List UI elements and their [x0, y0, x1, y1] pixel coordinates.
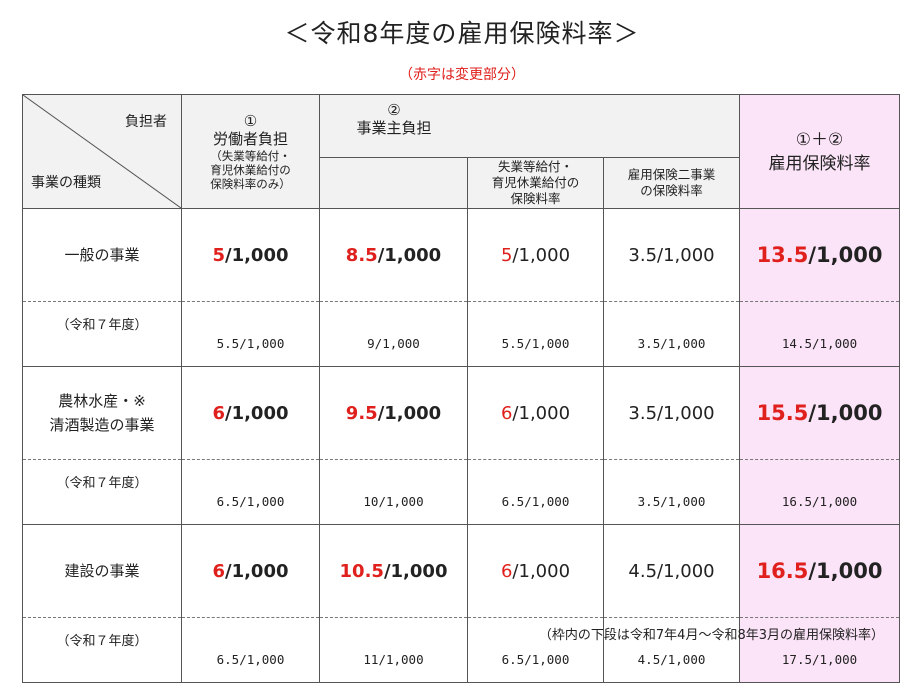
employer-sub2-line-2: の保険料率 — [640, 183, 703, 198]
employer-sub1-rate: 6/1,000 — [467, 366, 604, 460]
business-type-line-1: 建設の事業 — [64, 562, 140, 580]
changed-value: 16.5 — [756, 559, 809, 583]
page-title: ＜令和8年度の雇用保険料率＞ — [284, 19, 640, 48]
header-employer-blank — [319, 157, 468, 209]
business-type-line-2: 清酒製造の事業 — [49, 416, 155, 434]
worker-rate: 5/1,000 — [181, 208, 320, 302]
previous-total-rate: 16.5/1,000 — [739, 459, 901, 525]
value-rest: /1,000 — [512, 244, 571, 266]
value-rest: /1,000 — [225, 402, 289, 424]
previous-worker-rate: 6.5/1,000 — [181, 617, 320, 683]
value-rest: /1,000 — [808, 559, 883, 583]
employer-number: ② — [387, 101, 401, 119]
employer-rate: 8.5/1,000 — [319, 208, 468, 302]
value-rest: /1,000 — [808, 243, 883, 267]
changed-value: 15.5 — [756, 401, 809, 425]
footnote: （枠内の下段は令和7年4月～令和8年3月の雇用保険料率） — [538, 628, 884, 643]
employer-sub1-rate: 5/1,000 — [467, 208, 604, 302]
previous-year-label: （令和７年度） — [22, 617, 182, 683]
changed-value: 5 — [500, 244, 513, 266]
previous-year-label: （令和７年度） — [22, 301, 182, 367]
previous-total-rate: 14.5/1,000 — [739, 301, 901, 367]
previous-sub1-rate: 6.5/1,000 — [467, 459, 604, 525]
insurance-rate-table: 負担者 事業の種類 ① 労働者負担 （失業等給付・ 育児休業給付の 保険料率のみ… — [22, 94, 901, 683]
page-subtitle: （赤字は変更部分） — [399, 67, 525, 83]
total-rate: 15.5/1,000 — [739, 366, 901, 460]
table-row: 建設の事業 6/1,000 10.5/1,000 6/1,000 4.5/1,0… — [22, 524, 901, 618]
previous-employer-rate: 11/1,000 — [319, 617, 468, 683]
changed-value: 6 — [212, 402, 225, 424]
employer-sub2-rate: 4.5/1,000 — [602, 524, 741, 618]
employer-rate: 9.5/1,000 — [319, 366, 468, 460]
value-rest: /1,000 — [225, 560, 289, 582]
header-corner-cell: 負担者 事業の種類 — [22, 94, 182, 209]
changed-value: 10.5 — [339, 560, 384, 582]
previous-worker-rate: 5.5/1,000 — [181, 301, 320, 367]
changed-value: 6 — [212, 560, 225, 582]
total-label: 雇用保険料率 — [768, 153, 871, 174]
business-type: 一般の事業 — [22, 208, 182, 302]
table-row-previous: （令和７年度） 5.5/1,000 9/1,000 5.5/1,000 3.5/… — [22, 301, 901, 367]
changed-value: 5 — [212, 244, 225, 266]
previous-sub1-rate: 5.5/1,000 — [467, 301, 604, 367]
value-rest: /1,000 — [377, 402, 442, 424]
previous-sub2-rate: 3.5/1,000 — [602, 301, 741, 367]
value-rest: /1,000 — [377, 244, 442, 266]
header-business-type-label: 事業の種類 — [31, 175, 101, 191]
employer-sub1-line-1: 失業等給付・ — [497, 159, 573, 174]
value-rest: /1,000 — [225, 244, 289, 266]
previous-year-label: （令和７年度） — [22, 459, 182, 525]
header-employer: ② 事業主負担 — [318, 94, 741, 158]
total-rate: 13.5/1,000 — [739, 208, 901, 302]
worker-number: ① — [243, 112, 258, 130]
employer-sub1-line-2: 育児休業給付の — [491, 175, 580, 190]
header-employer-sub2: 雇用保険二事業 の保険料率 — [602, 157, 741, 209]
previous-employer-rate: 10/1,000 — [319, 459, 468, 525]
header-total: ①＋② 雇用保険料率 — [739, 94, 901, 209]
employer-sub2-rate: 3.5/1,000 — [602, 366, 741, 460]
previous-employer-rate: 9/1,000 — [319, 301, 468, 367]
changed-value: 9.5 — [345, 402, 378, 424]
value-rest: /1,000 — [512, 560, 571, 582]
employer-sub1-rate: 6/1,000 — [467, 524, 604, 618]
previous-sub2-rate: 3.5/1,000 — [602, 459, 741, 525]
employer-sub2-line-1: 雇用保険二事業 — [627, 167, 716, 182]
worker-note-3: 保険料率のみ） — [210, 177, 291, 191]
business-type-line-1: 農林水産・※ — [58, 392, 146, 410]
employer-label: 事業主負担 — [356, 119, 432, 137]
worker-rate: 6/1,000 — [181, 524, 320, 618]
total-rate: 16.5/1,000 — [739, 524, 901, 618]
value-rest: /1,000 — [808, 401, 883, 425]
employer-sub1-line-3: 保険料率 — [510, 191, 561, 206]
business-type: 農林水産・※ 清酒製造の事業 — [22, 366, 182, 460]
value-rest: /1,000 — [383, 560, 448, 582]
total-number: ①＋② — [795, 129, 844, 150]
previous-worker-rate: 6.5/1,000 — [181, 459, 320, 525]
employer-rate: 10.5/1,000 — [319, 524, 468, 618]
worker-label: 労働者負担 — [212, 130, 288, 148]
table-row-previous: （令和７年度） 6.5/1,000 10/1,000 6.5/1,000 3.5… — [22, 459, 901, 525]
changed-value: 6 — [500, 402, 513, 424]
diagonal-line — [23, 95, 181, 208]
header-employer-sub1: 失業等給付・ 育児休業給付の 保険料率 — [467, 157, 604, 209]
employer-sub2-rate: 3.5/1,000 — [602, 208, 741, 302]
worker-note-2: 育児休業給付の — [210, 163, 291, 177]
table-row: 農林水産・※ 清酒製造の事業 6/1,000 9.5/1,000 6/1,000… — [22, 366, 901, 460]
header-burden-label: 負担者 — [125, 114, 167, 130]
worker-note-1: （失業等給付・ — [210, 149, 291, 163]
changed-value: 8.5 — [345, 244, 378, 266]
value-rest: /1,000 — [512, 402, 571, 424]
changed-value: 6 — [500, 560, 513, 582]
changed-value: 13.5 — [756, 243, 809, 267]
worker-rate: 6/1,000 — [181, 366, 320, 460]
header-worker: ① 労働者負担 （失業等給付・ 育児休業給付の 保険料率のみ） — [181, 94, 320, 209]
table-row: 一般の事業 5/1,000 8.5/1,000 5/1,000 3.5/1,00… — [22, 208, 901, 302]
business-type-line-1: 一般の事業 — [64, 246, 140, 264]
business-type: 建設の事業 — [22, 524, 182, 618]
